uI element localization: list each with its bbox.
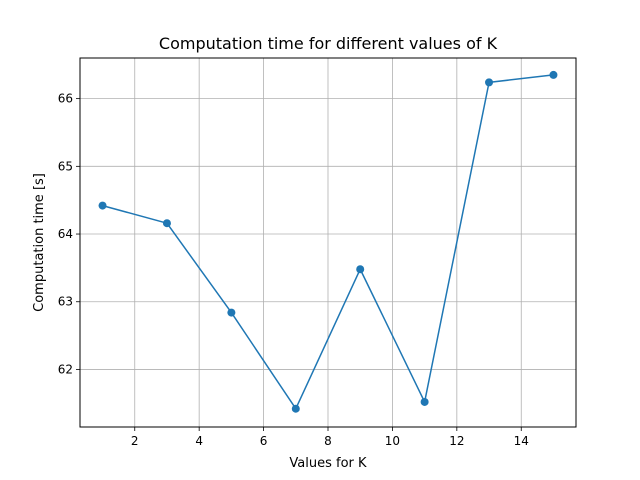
y-axis-label: Computation time [s] — [32, 173, 47, 312]
chart-title: Computation time for different values of… — [159, 34, 498, 53]
data-point — [227, 308, 236, 317]
x-axis-ticks: 2 4 6 8 10 12 14 — [131, 427, 529, 448]
data-point — [420, 397, 429, 406]
y-tick-label: 63 — [58, 295, 73, 309]
data-point — [291, 404, 300, 413]
data-point — [98, 201, 107, 210]
x-tick-label: 6 — [260, 434, 268, 448]
series-line — [102, 74, 554, 410]
x-axis-label: Values for K — [289, 456, 367, 471]
data-point — [549, 70, 558, 79]
y-tick-label: 65 — [58, 159, 73, 173]
y-tick-label: 62 — [58, 362, 73, 376]
y-tick-label: 66 — [58, 92, 73, 106]
series-layer — [98, 70, 558, 413]
x-tick-label: 4 — [195, 434, 203, 448]
data-point — [356, 265, 365, 274]
x-tick-label: 8 — [324, 434, 332, 448]
x-tick-label: 12 — [449, 434, 464, 448]
y-axis-ticks: 62 63 64 65 66 — [58, 92, 80, 376]
y-tick-label: 64 — [58, 227, 73, 241]
data-point — [162, 219, 171, 228]
x-tick-label: 2 — [131, 434, 139, 448]
x-tick-label: 14 — [514, 434, 529, 448]
data-point — [485, 78, 494, 87]
x-tick-label: 10 — [385, 434, 400, 448]
